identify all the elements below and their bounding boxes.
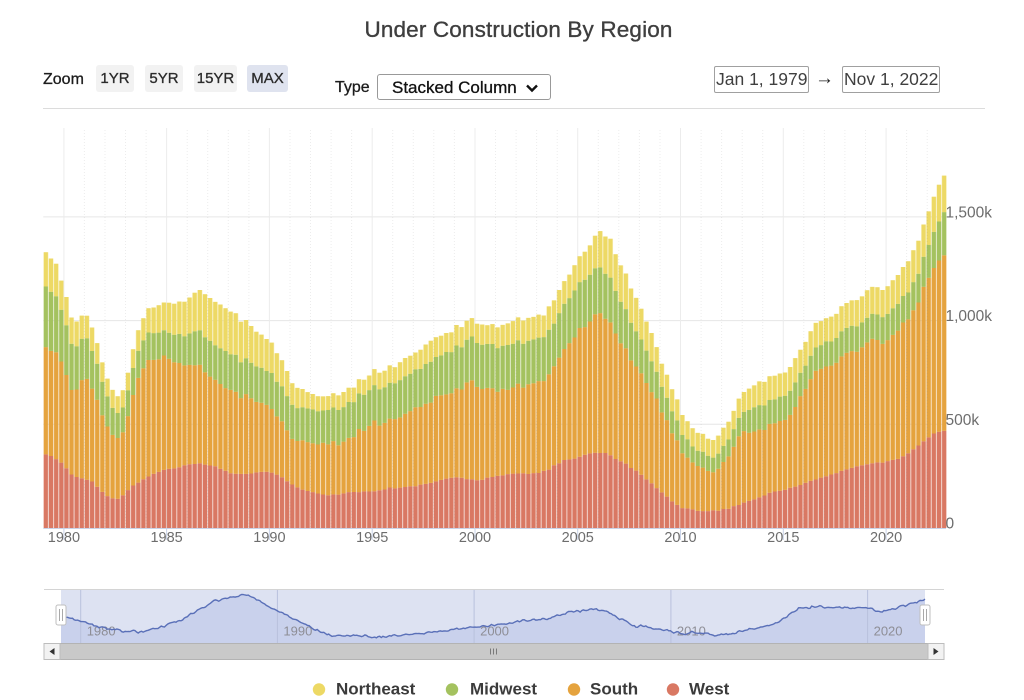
svg-text:1985: 1985 xyxy=(150,530,182,546)
svg-text:2015: 2015 xyxy=(767,530,799,546)
svg-text:2010: 2010 xyxy=(664,530,696,546)
svg-text:1980: 1980 xyxy=(48,530,80,546)
svg-text:500k: 500k xyxy=(946,412,980,429)
svg-text:Midwest: Midwest xyxy=(470,680,537,699)
svg-text:2005: 2005 xyxy=(562,530,594,546)
svg-text:2000: 2000 xyxy=(480,624,509,639)
svg-text:Northeast: Northeast xyxy=(336,680,416,699)
svg-text:0: 0 xyxy=(946,516,955,533)
svg-text:2020: 2020 xyxy=(874,624,903,639)
svg-text:2000: 2000 xyxy=(459,530,491,546)
svg-text:1990: 1990 xyxy=(253,530,285,546)
svg-text:South: South xyxy=(590,680,638,699)
svg-text:West: West xyxy=(689,680,730,699)
svg-text:1995: 1995 xyxy=(356,530,388,546)
svg-text:1,500k: 1,500k xyxy=(946,204,993,221)
svg-text:1990: 1990 xyxy=(283,624,312,639)
svg-text:1980: 1980 xyxy=(87,624,116,639)
svg-text:1,000k: 1,000k xyxy=(946,308,993,325)
svg-text:2020: 2020 xyxy=(870,530,902,546)
